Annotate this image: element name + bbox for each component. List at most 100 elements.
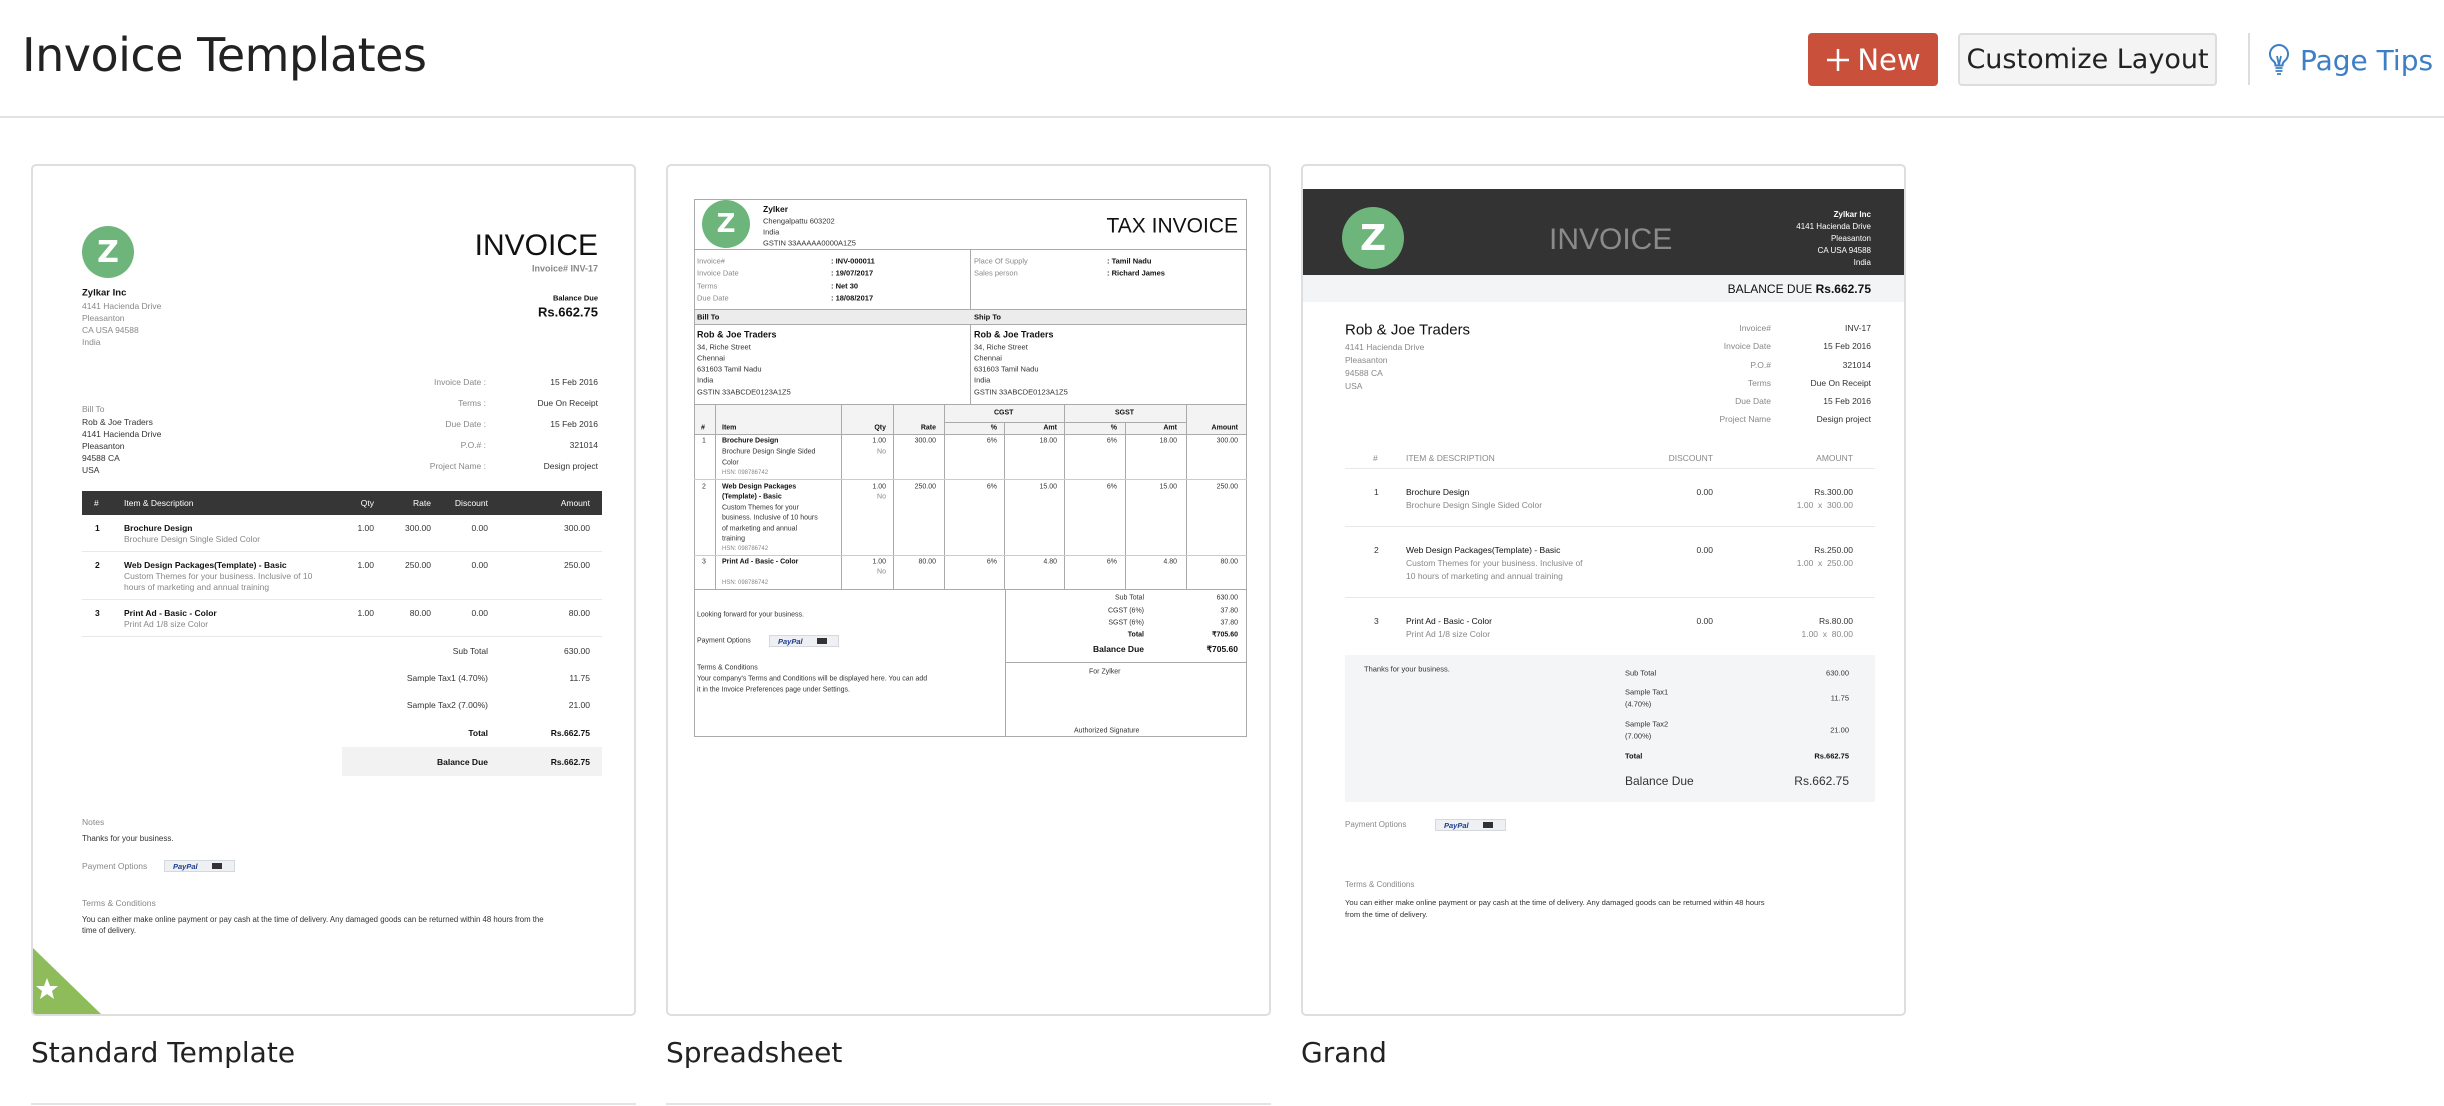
- terms-text: it in the Invoice Preferences page under…: [697, 686, 850, 694]
- total-label: Sample Tax1: [1625, 687, 1669, 697]
- item-number: 3: [702, 558, 706, 566]
- company-logo: Z: [1342, 207, 1404, 269]
- item-description: Brochure Design Single Sided Color: [124, 533, 261, 544]
- company-line: India: [1853, 258, 1871, 267]
- customize-layout-button[interactable]: Customize Layout: [1958, 33, 2217, 86]
- total-value: 21.00: [1830, 725, 1849, 735]
- divider: [2248, 33, 2250, 85]
- item-description: Brochure Design Single Sided: [722, 448, 816, 456]
- item-name: Web Design Packages(Template) - Basic: [124, 559, 287, 570]
- item-sgst-amt: 15.00: [1159, 483, 1177, 491]
- item-discount: 0.00: [1696, 486, 1713, 497]
- item-amount: Rs.300.00: [1814, 486, 1853, 497]
- customer-line: USA: [1345, 380, 1363, 391]
- divider: [1186, 404, 1187, 589]
- column-header: Rate: [413, 497, 431, 508]
- terms-label: Terms & Conditions: [82, 897, 156, 908]
- template-name-grand[interactable]: Grand: [1301, 1036, 1387, 1069]
- company-logo: Z: [702, 200, 750, 248]
- column-header: DISCOUNT: [1668, 452, 1713, 463]
- column-header: AMOUNT: [1816, 452, 1853, 463]
- page-tips-link[interactable]: Page Tips: [2268, 38, 2433, 82]
- paypal-label: PayPal: [778, 636, 803, 646]
- item-calc: 1.00 x 80.00: [1801, 628, 1853, 639]
- divider: [1005, 589, 1006, 737]
- item-amount: 250.00: [564, 559, 590, 570]
- total-label: Sub Total: [1114, 594, 1144, 602]
- item-name: Web Design Packages: [722, 483, 797, 491]
- balance-due-label: Balance Due: [552, 293, 598, 303]
- item-rate: 80.00: [918, 558, 936, 566]
- total-label: (4.70%): [1625, 699, 1652, 709]
- payment-options-label: Payment Options: [82, 860, 148, 871]
- total-label: (7.00%): [1625, 731, 1652, 741]
- meta-value: : 18/08/2017: [831, 293, 874, 303]
- item-amount: Rs.80.00: [1818, 615, 1853, 626]
- item-description: training: [722, 535, 745, 543]
- template-card-standard[interactable]: Z INVOICE Invoice# INV-17 Balance Due Rs…: [31, 164, 636, 1016]
- company-address-line: India: [82, 336, 101, 347]
- meta-label: Terms: [1747, 377, 1771, 388]
- total-label: SGST (6%): [1108, 619, 1144, 627]
- item-qty: 1.00: [872, 558, 886, 566]
- item-number: 1: [702, 437, 706, 445]
- meta-label: Project Name: [1719, 413, 1772, 424]
- bill-to-line: USA: [82, 464, 100, 475]
- template-name-standard[interactable]: Standard Template: [31, 1036, 296, 1069]
- column-header: %: [1110, 424, 1117, 432]
- item-description: Brochure Design Single Sided Color: [1406, 499, 1543, 510]
- customer-line: Pleasanton: [1345, 354, 1388, 365]
- totals-panel: [1345, 655, 1875, 802]
- item-number: 3: [1374, 615, 1379, 626]
- lightbulb-icon: [2268, 43, 2290, 75]
- ship-to-name: Rob & Joe Traders: [974, 329, 1054, 340]
- company-address-line: Pleasanton: [82, 312, 125, 323]
- meta-label: P.O.#: [1750, 359, 1771, 370]
- item-description: business. Inclusive of 10 hours: [722, 514, 818, 522]
- item-rate: 300.00: [914, 437, 936, 445]
- new-button[interactable]: New: [1808, 33, 1938, 86]
- meta-value: Due On Receipt: [537, 397, 598, 408]
- template-card-spreadsheet[interactable]: Z Zylker Chengalpattu 603202 India GSTIN…: [666, 164, 1271, 1016]
- paypal-label: PayPal: [173, 861, 198, 871]
- terms-label: Terms & Conditions: [1345, 880, 1415, 889]
- item-qty: 1.00: [357, 559, 374, 570]
- meta-value: 321014: [1842, 359, 1871, 370]
- card-icon: [816, 638, 827, 644]
- bill-to-label: Bill To: [82, 403, 105, 414]
- column-header: #: [1373, 452, 1378, 463]
- balance-due: BALANCE DUE Rs.662.75: [1728, 283, 1871, 295]
- divider: [944, 404, 945, 589]
- item-name: Print Ad - Basic - Color: [1406, 615, 1492, 626]
- ship-to-label: Ship To: [974, 312, 1001, 322]
- total-value: 37.80: [1220, 607, 1238, 615]
- bill-to-name: Rob & Joe Traders: [697, 329, 777, 340]
- meta-value: : 19/07/2017: [831, 268, 874, 278]
- divider: [1005, 662, 1247, 663]
- item-hsn: HSN: 098786742: [722, 470, 769, 476]
- notes-text: Looking forward for your business.: [697, 611, 804, 619]
- item-calc: 1.00 x 300.00: [1796, 499, 1853, 510]
- item-name: Print Ad - Basic - Color: [124, 607, 217, 618]
- page-header: Invoice Templates New Customize Layout P…: [0, 0, 2444, 118]
- row-divider: [82, 551, 602, 552]
- meta-label: Invoice Date: [1723, 340, 1771, 351]
- balance-due-value: Rs.662.75: [550, 756, 590, 767]
- column-header: Amount: [1211, 424, 1238, 432]
- meta-label: Sales person: [974, 268, 1018, 278]
- meta-value: INV-17: [1845, 322, 1871, 333]
- default-template-badge: [33, 948, 101, 1014]
- page-title: Invoice Templates: [22, 28, 427, 82]
- total-label: Sample Tax2 (7.00%): [406, 699, 488, 710]
- item-qty: 1.00: [872, 437, 886, 445]
- customer-name: Rob & Joe Traders: [1345, 321, 1471, 339]
- bill-to-line: 631603 Tamil Nadu: [697, 364, 762, 374]
- item-sgst-pct: 6%: [1106, 483, 1117, 491]
- template-card-grand[interactable]: Z INVOICE Zylkar Inc 4141 Hacienda Drive…: [1301, 164, 1906, 1016]
- meta-label: Due Date: [1735, 395, 1771, 406]
- divider: [944, 422, 1186, 423]
- total-value: 11.75: [1830, 693, 1849, 703]
- template-name-spreadsheet[interactable]: Spreadsheet: [666, 1036, 843, 1069]
- item-amount: Rs.250.00: [1814, 544, 1853, 555]
- divider: [1004, 422, 1005, 589]
